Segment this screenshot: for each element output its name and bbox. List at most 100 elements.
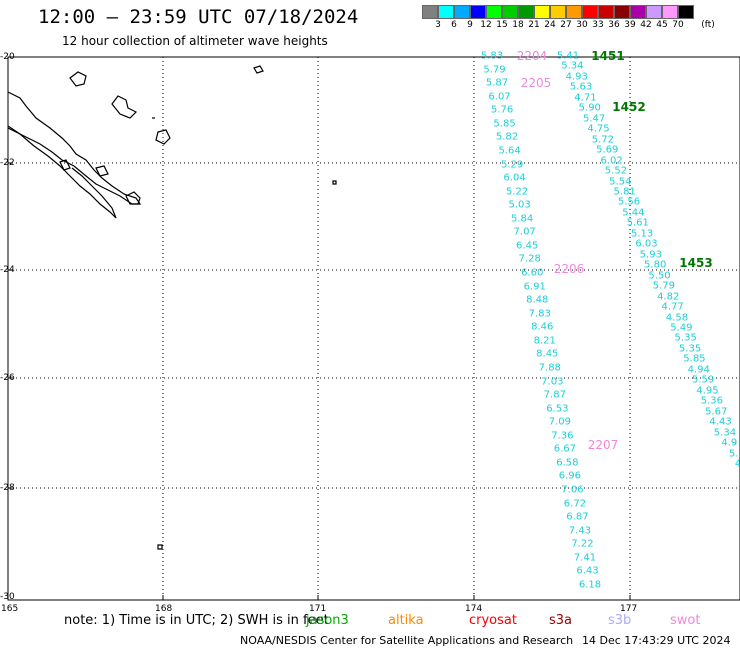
legend-tick-label: 18 <box>512 20 524 30</box>
legend-tick-label: 70 <box>672 20 684 30</box>
legend-tick-label: 6 <box>451 20 457 30</box>
track-east-value: 5.44 <box>622 207 645 219</box>
legend-unit: (ft) <box>701 20 715 30</box>
legend-swatch <box>662 5 678 19</box>
track-east-value: 5.50 <box>648 270 671 282</box>
track-east-value: 4.9 <box>721 437 738 449</box>
track-west-value: 5.87 <box>485 77 509 89</box>
pass-label: 2207 <box>587 438 619 452</box>
legend-swatch <box>422 5 438 19</box>
legend-swatch <box>646 5 662 19</box>
legend-tick-label: 36 <box>608 20 620 30</box>
pass-label: 1452 <box>612 100 646 114</box>
track-west-value: 5.79 <box>483 64 506 76</box>
lon-label: 168 <box>155 604 173 614</box>
track-west-value: 7.07 <box>513 226 536 238</box>
track-west-value: 6.04 <box>503 172 526 184</box>
map-gridlines <box>8 57 740 600</box>
legend-tick-label: 45 <box>656 20 668 30</box>
track-west-value: 8.46 <box>531 321 554 333</box>
lon-label: 177 <box>620 604 638 614</box>
track-east-value: 5.34 <box>561 60 584 72</box>
track-west-value: 6.45 <box>516 240 539 252</box>
track-east-value: 5.72 <box>591 134 614 146</box>
legend-swatch <box>438 5 454 19</box>
pass-label: 2205 <box>520 76 552 90</box>
track-east-value: 5.67 <box>705 406 728 418</box>
pass-label: 2204 <box>516 49 548 63</box>
track-west-value: 7.88 <box>538 362 561 374</box>
track-west-value: 6.58 <box>556 457 579 469</box>
legend-swatch <box>550 5 566 19</box>
page-subtitle: 12 hour collection of altimeter wave hei… <box>62 34 328 48</box>
legend-swatch <box>582 5 598 19</box>
track-west-value: 8.48 <box>526 294 549 306</box>
satellite-cryosat: cryosat <box>469 613 517 628</box>
track-west-value: 5.83 <box>480 50 504 62</box>
legend-tick-label: 27 <box>560 20 572 30</box>
track-east-value: 5.79 <box>652 280 676 292</box>
track-west-value: 7.28 <box>518 253 541 265</box>
legend-swatch <box>486 5 502 19</box>
legend-swatch <box>678 5 694 19</box>
legend-swatches <box>422 5 740 19</box>
track-west-value: 5.64 <box>498 145 521 157</box>
track-east-value: 4.71 <box>574 92 597 104</box>
track-east-value: 4.58 <box>665 312 689 324</box>
track-west-value: 6.07 <box>488 91 511 103</box>
track-east-value: 4 <box>734 458 740 470</box>
track-east-value: 5.61 <box>626 217 649 229</box>
satellite-swot: swot <box>670 613 701 628</box>
track-west-value: 5.82 <box>495 131 519 143</box>
island-outlines <box>7 65 337 550</box>
legend-swatch <box>518 5 534 19</box>
lon-label: 174 <box>465 604 483 614</box>
track-west-value: 6.43 <box>576 565 599 577</box>
legend-swatch <box>470 5 486 19</box>
legend-tick-label: 39 <box>624 20 636 30</box>
track-east-value: 5. <box>728 448 739 460</box>
track-east-value: 5.54 <box>609 176 632 188</box>
track-east-value: 6.03 <box>635 238 658 250</box>
lon-label: 165 <box>1 604 19 614</box>
track-east-value: 5.35 <box>678 343 702 355</box>
footer-timestamp: 14 Dec 17:43:29 UTC 2024 <box>582 634 731 647</box>
track-east-value: 5.49 <box>670 322 693 334</box>
track-west-value: 5.76 <box>490 104 514 116</box>
legend-swatch <box>598 5 614 19</box>
track-east-value: 5.63 <box>569 81 593 93</box>
track-east-value: 5.80 <box>644 259 667 271</box>
track-west-value: 8.21 <box>533 335 556 347</box>
track-east-value: 5.34 <box>713 427 737 439</box>
track-east-value: 5.35 <box>674 332 697 344</box>
pass-label: 2206 <box>553 262 585 276</box>
color-legend: 3 6 9 12 15 18 21 24 27 30 33 36 39 42 45 70 (ft) <box>422 5 740 33</box>
track-west-value: 5.03 <box>508 199 531 211</box>
track-west-value: 6.96 <box>558 470 582 482</box>
legend-swatch <box>454 5 470 19</box>
track-east-value: 4.94 <box>687 364 710 376</box>
satellite-s3b: s3b <box>608 613 632 628</box>
track-east-value: 4.82 <box>657 291 680 303</box>
track-east-value: 4.95 <box>696 385 719 397</box>
footnote: note: 1) Time is in UTC; 2) SWH is in fe… <box>64 613 329 628</box>
legend-tick-label: 33 <box>592 20 604 30</box>
footer-credit: NOAA/NESDIS Center for Satellite Applica… <box>240 634 574 647</box>
track-east-value: 4.77 <box>661 301 684 313</box>
track-east-value: 5.90 <box>578 102 601 114</box>
legend-swatch <box>630 5 646 19</box>
track-east-value: 5.36 <box>700 395 723 407</box>
track-west-value: 7.06 <box>561 484 584 496</box>
legend-labels: 3 6 9 12 15 18 21 24 27 30 33 36 39 42 45 70 (ft) <box>422 19 740 33</box>
legend-swatch <box>534 5 550 19</box>
track-east-value: 5.69 <box>596 144 619 156</box>
track-east-value: 5.47 <box>583 113 606 125</box>
track-west-value: 5.84 <box>511 213 534 225</box>
track-east-value: 5.13 <box>630 228 654 240</box>
track-east-value: 5.81 <box>613 186 636 198</box>
track-west-value: 7.09 <box>548 416 571 428</box>
pass-label: 1453 <box>679 256 713 270</box>
tick-marks <box>7 56 631 601</box>
track-east-value: 5.56 <box>617 196 641 208</box>
legend-tick-label: 3 <box>435 20 441 30</box>
